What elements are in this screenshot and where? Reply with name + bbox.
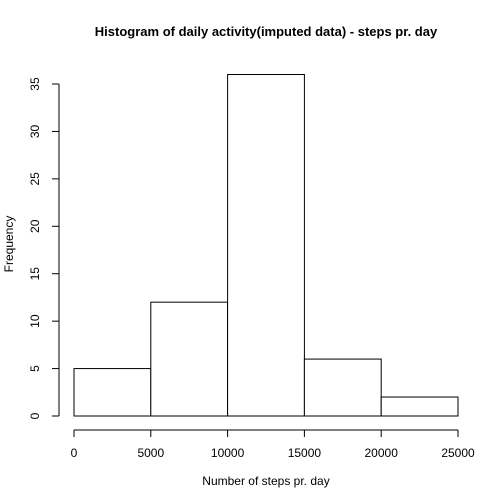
histogram-bar-5 — [380, 396, 459, 417]
y-tick-label: 15 — [28, 267, 42, 281]
bars-group — [73, 74, 459, 417]
y-tick-label: 0 — [28, 412, 42, 419]
y-tick-label: 20 — [28, 219, 42, 233]
x-tick-label: 10000 — [211, 446, 245, 460]
y-tick-label: 5 — [28, 365, 42, 372]
histogram-bar-1 — [73, 368, 152, 417]
y-tick-label: 10 — [28, 314, 42, 328]
y-tick-label: 25 — [28, 172, 42, 186]
histogram-bar-2 — [150, 301, 229, 417]
chart-title: Histogram of daily activity(imputed data… — [95, 24, 438, 39]
y-tick-label: 35 — [28, 77, 42, 91]
x-axis-label: Number of steps pr. day — [202, 474, 329, 488]
y-axis: 0 5 10 15 20 25 30 35 — [28, 77, 60, 419]
x-axis: 0 5000 10000 15000 20000 25000 — [71, 429, 475, 460]
x-tick-label: 25000 — [441, 446, 475, 460]
x-tick-label: 20000 — [365, 446, 399, 460]
x-tick-label: 15000 — [288, 446, 322, 460]
y-axis-label: Frequency — [2, 216, 16, 273]
histogram-bar-3 — [227, 74, 305, 417]
x-tick-label: 5000 — [137, 446, 164, 460]
x-tick-label: 0 — [71, 446, 78, 460]
y-tick-label: 30 — [28, 124, 42, 138]
histogram-bar-4 — [303, 358, 382, 417]
